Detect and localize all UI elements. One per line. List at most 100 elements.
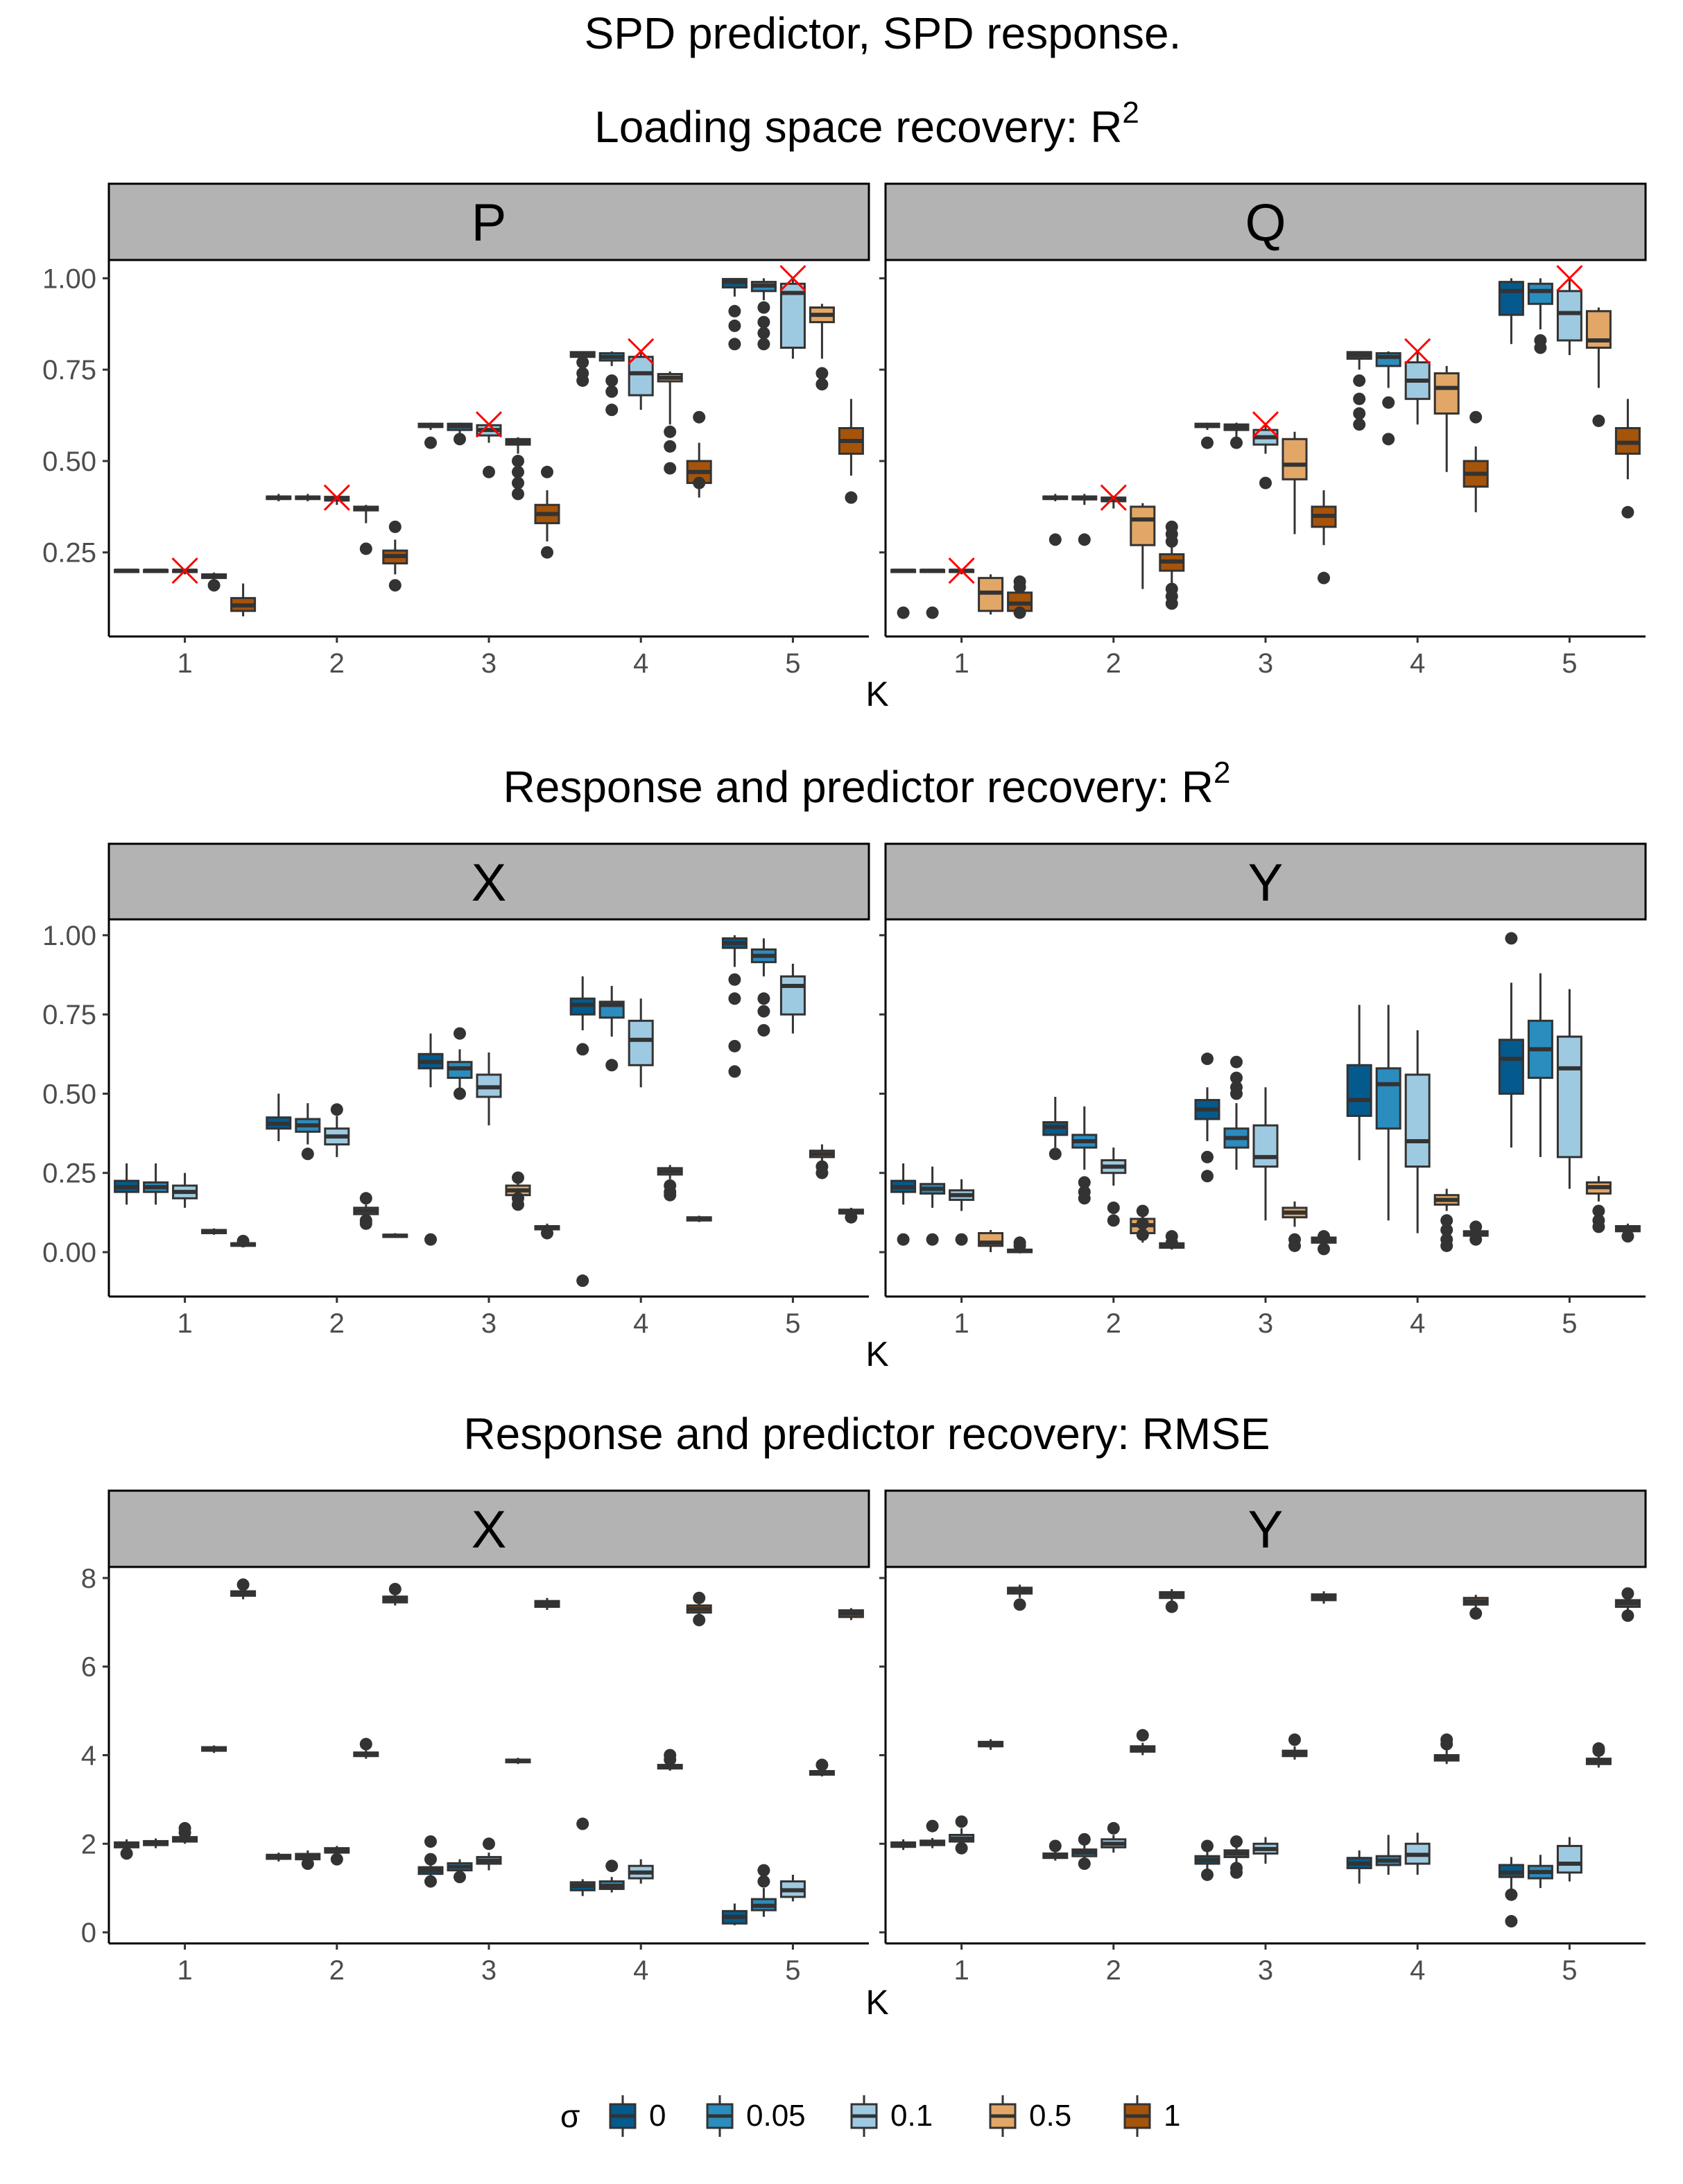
legend-entry-0.1: 0.1 — [850, 2095, 933, 2137]
box-Y-k4-sigma-0.5 — [1433, 1733, 1460, 1765]
box-Y-k1-sigma-1 — [1007, 1584, 1033, 1611]
outlier-point — [1107, 1214, 1120, 1227]
outlier-point — [1382, 396, 1395, 409]
box-X-k3-sigma-0.5 — [505, 1171, 531, 1211]
facet-strip — [107, 1489, 870, 1568]
outlier-point — [1382, 433, 1395, 446]
outlier-point — [454, 433, 466, 446]
outlier-point — [1201, 1150, 1214, 1163]
reference-x-marker — [1252, 411, 1279, 438]
panel-Y: Y 1 2 3 4 5 — [879, 1489, 1647, 1986]
box-X-k4-sigma-0.05 — [598, 986, 625, 1072]
x-tick-label: 1 — [177, 1308, 192, 1339]
box-body — [1498, 281, 1524, 316]
box-Q-k3-sigma-0.1 — [1252, 424, 1279, 489]
box-P-k4-sigma-0 — [569, 351, 596, 387]
outlier-point — [359, 542, 372, 555]
y-tick-label: 0.00 — [42, 1238, 96, 1268]
y-tick-label: 0.75 — [42, 1000, 96, 1030]
box-X-k4-sigma-0.1 — [628, 1859, 654, 1884]
outlier-point — [1318, 571, 1330, 584]
box-Q-k1-sigma-1 — [1007, 575, 1033, 619]
box-Y-k3-sigma-1 — [1311, 1591, 1337, 1604]
box-Y-k1-sigma-0 — [890, 1839, 917, 1851]
x-tick-label: 4 — [1410, 1308, 1425, 1339]
outlier-point — [1107, 1202, 1120, 1214]
outlier-point — [388, 579, 402, 592]
outlier-point — [1621, 1609, 1634, 1622]
chart-title: Response and predictor recovery: RMSE — [463, 1409, 1270, 1459]
box-Y-k4-sigma-0 — [1346, 1005, 1372, 1161]
box-X-k2-sigma-1 — [382, 1233, 408, 1238]
outlier-point — [541, 465, 553, 478]
outlier-point — [1318, 1242, 1330, 1256]
box-X-k2-sigma-0.5 — [353, 1192, 379, 1230]
box-Y-k2-sigma-0 — [1042, 1097, 1069, 1161]
box-Y-k4-sigma-0.1 — [1404, 1030, 1431, 1233]
box-X-k5-sigma-0.5 — [809, 1144, 835, 1179]
outlier-point — [845, 1211, 858, 1224]
box-Y-k5-sigma-0.1 — [1556, 1837, 1582, 1882]
box-Y-k2-sigma-0.05 — [1071, 1832, 1098, 1871]
x-tick-label: 4 — [633, 1308, 648, 1339]
y-tick-label: 8 — [81, 1563, 96, 1594]
panel-X: X 0 2 4 6 8 1 2 3 4 5 — [81, 1489, 870, 1986]
outlier-point — [1621, 1230, 1634, 1243]
box-body — [1346, 1064, 1372, 1117]
outlier-point — [728, 1065, 741, 1078]
outlier-point — [605, 1059, 619, 1072]
box-Y-k5-sigma-0 — [1498, 1857, 1524, 1928]
box-body — [1130, 505, 1156, 546]
legend-label: 0 — [649, 2099, 666, 2133]
reference-x-stroke — [1404, 338, 1431, 365]
outlier-point — [1353, 392, 1366, 406]
outlier-point — [1230, 436, 1243, 449]
box-P-k1-sigma-0 — [114, 569, 140, 573]
outlier-point — [1440, 1239, 1453, 1252]
box-X-k5-sigma-0.05 — [750, 938, 777, 1037]
legend-entry-0.5: 0.5 — [989, 2095, 1071, 2137]
box-Y-k2-sigma-0.5 — [1130, 1728, 1156, 1756]
box-X-k3-sigma-0.5 — [505, 1758, 531, 1765]
box-X-k1-sigma-1 — [230, 1578, 257, 1600]
outlier-point — [330, 1103, 343, 1116]
outlier-point — [1078, 1176, 1091, 1189]
outlier-point — [1621, 1587, 1634, 1600]
x-axis-label: K — [865, 1983, 888, 2022]
reference-x-stroke — [779, 265, 806, 292]
box-Y-k2-sigma-0.05 — [1071, 1106, 1098, 1205]
outlier-point — [1440, 1214, 1453, 1227]
box-P-k5-sigma-0.1 — [779, 278, 806, 359]
box-X-k3-sigma-0.1 — [476, 1052, 502, 1126]
box-Q-k2-sigma-1 — [1159, 520, 1185, 610]
outlier-point — [728, 319, 741, 332]
outlier-point — [207, 579, 221, 592]
box-X-k2-sigma-0 — [266, 1093, 292, 1141]
outlier-point — [359, 1217, 372, 1230]
box-X-k1-sigma-0.05 — [143, 1838, 169, 1848]
outlier-point — [926, 1819, 939, 1832]
box-Y-k5-sigma-1 — [1614, 1223, 1641, 1243]
outlier-point — [1259, 476, 1272, 489]
box-X-k3-sigma-1 — [534, 1223, 560, 1240]
box-X-k5-sigma-0.1 — [779, 964, 806, 1034]
box-body — [1433, 372, 1460, 415]
box-Y-k1-sigma-0.1 — [949, 1179, 975, 1246]
box-body — [628, 1019, 654, 1066]
x-tick-label: 3 — [481, 1955, 497, 1986]
outlier-point — [815, 367, 829, 380]
box-X-k5-sigma-0 — [721, 935, 748, 1078]
box-Y-k3-sigma-1 — [1311, 1230, 1337, 1256]
outlier-point — [693, 1613, 706, 1627]
outlier-point — [178, 1826, 191, 1839]
outlier-point — [1505, 1915, 1518, 1928]
box-body — [1252, 1124, 1279, 1168]
box-Q-k2-sigma-0.05 — [1071, 494, 1098, 546]
box-body — [779, 975, 806, 1016]
box-body — [1556, 1035, 1582, 1159]
box-X-k5-sigma-1 — [838, 1608, 864, 1620]
box-X-k2-sigma-0.1 — [324, 1846, 350, 1866]
facet-strip — [884, 182, 1647, 261]
facet-strip-label: X — [472, 853, 507, 912]
outlier-point — [926, 606, 939, 619]
